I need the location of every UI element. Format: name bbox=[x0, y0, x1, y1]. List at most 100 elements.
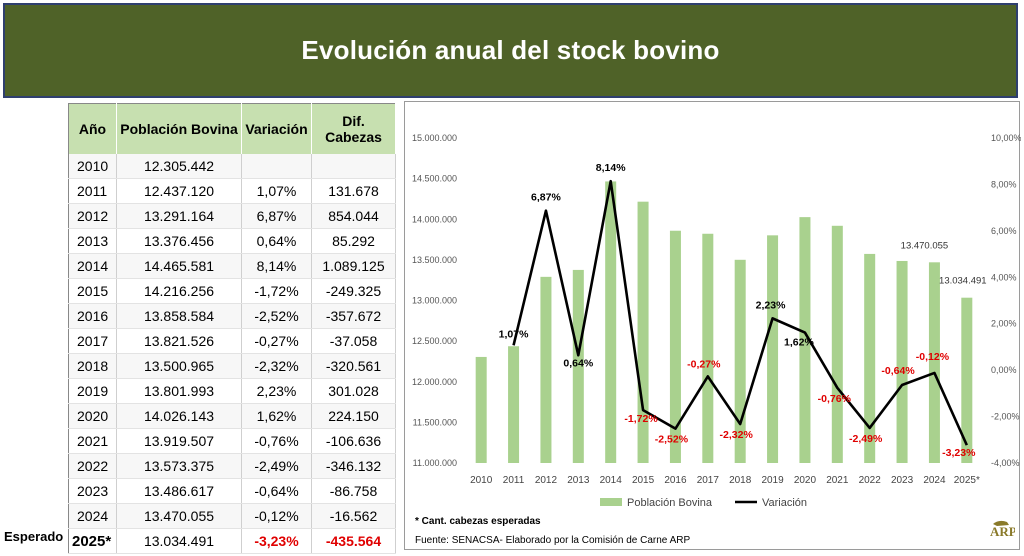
variacion-data-label: -0,64% bbox=[881, 365, 915, 377]
x-tick-label: 2010 bbox=[470, 475, 493, 486]
x-tick-label: 2017 bbox=[697, 475, 720, 486]
variacion-data-label: -0,27% bbox=[687, 358, 721, 370]
y-right-tick-label: 8,00% bbox=[991, 179, 1017, 189]
variacion-data-label: -2,32% bbox=[720, 429, 754, 441]
cell-year: 2022 bbox=[68, 453, 117, 479]
variacion-data-label: -0,76% bbox=[818, 393, 852, 405]
svg-text:ARP: ARP bbox=[990, 524, 1015, 539]
variacion-data-label: 2,23% bbox=[756, 299, 786, 311]
y-right-tick-label: 6,00% bbox=[991, 226, 1017, 236]
y-right-tick-label: 4,00% bbox=[991, 272, 1017, 282]
cell-year: 2018 bbox=[68, 353, 117, 379]
bar-poblacion bbox=[896, 260, 908, 463]
bar-poblacion bbox=[508, 346, 520, 463]
bar-poblacion bbox=[572, 269, 584, 463]
legend-swatch-poblacion bbox=[600, 498, 622, 506]
bar-poblacion bbox=[637, 201, 649, 463]
table-row: 2025* 13.034.491 -3,23% -435.564 bbox=[68, 528, 396, 554]
table-row: 2013 13.376.456 0,64% 85.292 bbox=[68, 228, 396, 254]
bar-poblacion bbox=[540, 276, 552, 463]
table-row: 2023 13.486.617 -0,64% -86.758 bbox=[68, 478, 396, 504]
cell-population: 14.216.256 bbox=[116, 278, 242, 304]
cell-diff: -320.561 bbox=[311, 353, 396, 379]
cell-population: 12.437.120 bbox=[116, 178, 242, 204]
bar-poblacion bbox=[799, 217, 811, 463]
table-header: Año Población Bovina Variación Dif. Cabe… bbox=[68, 103, 396, 154]
cell-variation: 8,14% bbox=[241, 253, 312, 279]
table-row: 2021 13.919.507 -0,76% -106.636 bbox=[68, 428, 396, 454]
cell-variation: 0,64% bbox=[241, 228, 312, 254]
variacion-data-label: -0,12% bbox=[916, 351, 950, 363]
cell-population: 12.305.442 bbox=[116, 153, 242, 179]
cell-variation: -2,52% bbox=[241, 303, 312, 329]
bar-poblacion bbox=[734, 259, 746, 463]
x-tick-label: 2025* bbox=[954, 475, 980, 486]
header-diff: Dif. Cabezas bbox=[311, 103, 396, 154]
table-row: 2024 13.470.055 -0,12% -16.562 bbox=[68, 503, 396, 529]
table-row: 2011 12.437.120 1,07% 131.678 bbox=[68, 178, 396, 204]
cell-year: 2024 bbox=[68, 503, 117, 529]
y-left-tick-label: 13.000.000 bbox=[412, 296, 457, 306]
cell-population: 13.821.526 bbox=[116, 328, 242, 354]
page-title: Evolución anual del stock bovino bbox=[301, 35, 720, 65]
cell-year: 2021 bbox=[68, 428, 117, 454]
cell-diff: 854.044 bbox=[311, 203, 396, 229]
table-row: 2015 14.216.256 -1,72% -249.325 bbox=[68, 278, 396, 304]
x-tick-label: 2012 bbox=[535, 475, 558, 486]
header-variation: Variación bbox=[241, 103, 312, 154]
table-row: 2018 13.500.965 -2,32% -320.561 bbox=[68, 353, 396, 379]
cell-year: 2023 bbox=[68, 478, 117, 504]
x-tick-label: 2024 bbox=[923, 475, 946, 486]
header-year: Año bbox=[68, 103, 117, 154]
cell-variation: -0,64% bbox=[241, 478, 312, 504]
cell-variation bbox=[241, 153, 312, 179]
bar-poblacion bbox=[669, 230, 681, 463]
table-row: 2016 13.858.584 -2,52% -357.672 bbox=[68, 303, 396, 329]
x-tick-label: 2011 bbox=[503, 475, 525, 486]
cell-diff: 1.089.125 bbox=[311, 253, 396, 279]
cell-population: 13.486.617 bbox=[116, 478, 242, 504]
cell-year: 2012 bbox=[68, 203, 117, 229]
table-row: 2012 13.291.164 6,87% 854.044 bbox=[68, 203, 396, 229]
chart-panel: 11.000.000 11.500.000 12.000.000 12.500.000… bbox=[404, 101, 1021, 550]
cell-year: 2015 bbox=[68, 278, 117, 304]
cell-diff: -37.058 bbox=[311, 328, 396, 354]
cell-diff: 301.028 bbox=[311, 378, 396, 404]
y-right-tick-label: -4,00% bbox=[991, 458, 1020, 468]
y-left-tick-label: 12.500.000 bbox=[412, 336, 457, 346]
cell-variation: -0,27% bbox=[241, 328, 312, 354]
x-tick-label: 2019 bbox=[761, 475, 784, 486]
y-left-tick-label: 14.000.000 bbox=[412, 214, 457, 224]
x-tick-label: 2015 bbox=[632, 475, 655, 486]
variacion-data-label: 1,07% bbox=[499, 328, 529, 340]
y-left-tick-label: 14.500.000 bbox=[412, 174, 457, 184]
cell-population: 13.500.965 bbox=[116, 353, 242, 379]
variacion-data-label: 0,64% bbox=[563, 357, 593, 369]
table-row: 2022 13.573.375 -2,49% -346.132 bbox=[68, 453, 396, 479]
bar-poblacion bbox=[702, 233, 714, 463]
x-tick-label: 2023 bbox=[891, 475, 914, 486]
cell-population: 14.026.143 bbox=[116, 403, 242, 429]
variacion-data-label: -2,52% bbox=[655, 434, 689, 446]
variacion-data-label: 8,14% bbox=[596, 162, 626, 174]
line-variacion bbox=[512, 179, 968, 446]
cell-diff: -357.672 bbox=[311, 303, 396, 329]
header-population: Población Bovina bbox=[116, 103, 242, 154]
cell-population: 13.291.164 bbox=[116, 203, 242, 229]
cell-population: 13.376.456 bbox=[116, 228, 242, 254]
y-left-tick-label: 11.000.000 bbox=[413, 458, 457, 468]
cell-population: 13.919.507 bbox=[116, 428, 242, 454]
cell-variation: 6,87% bbox=[241, 203, 312, 229]
cell-year: 2016 bbox=[68, 303, 117, 329]
y-left-tick-label: 12.000.000 bbox=[412, 377, 457, 387]
cell-year: 2010 bbox=[68, 153, 117, 179]
legend-label-variacion: Variación bbox=[762, 497, 807, 509]
expected-label: Esperado bbox=[4, 529, 64, 544]
bar-poblacion bbox=[928, 262, 940, 463]
combo-chart: 11.000.000 11.500.000 12.000.000 12.500.000… bbox=[412, 133, 1021, 509]
x-tick-label: 2021 bbox=[826, 475, 849, 486]
y-right-tick-label: 10,00% bbox=[991, 133, 1021, 143]
bar-data-label: 13.034.491 bbox=[939, 276, 987, 287]
cell-diff: 85.292 bbox=[311, 228, 396, 254]
cell-variation: -3,23% bbox=[241, 528, 312, 554]
